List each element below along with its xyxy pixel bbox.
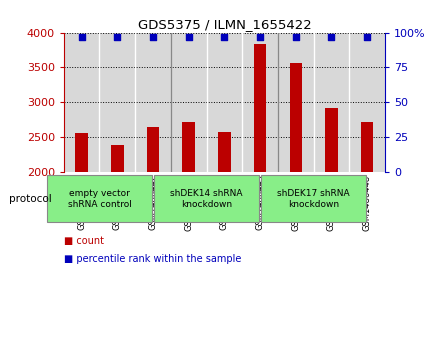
Bar xyxy=(147,127,159,172)
Bar xyxy=(99,33,135,172)
Bar xyxy=(242,33,278,172)
Text: empty vector
shRNA control: empty vector shRNA control xyxy=(68,189,132,208)
Bar xyxy=(325,109,338,172)
Point xyxy=(328,34,335,40)
Bar xyxy=(314,33,349,172)
Bar xyxy=(171,33,206,172)
Bar xyxy=(349,33,385,172)
Point xyxy=(150,34,157,40)
Bar xyxy=(64,33,99,172)
Text: shDEK17 shRNA
knockdown: shDEK17 shRNA knockdown xyxy=(277,189,350,208)
Bar xyxy=(290,63,302,172)
Bar xyxy=(206,33,242,172)
Bar xyxy=(135,33,171,172)
Text: protocol: protocol xyxy=(9,194,51,204)
Text: shDEK14 shRNA
knockdown: shDEK14 shRNA knockdown xyxy=(170,189,243,208)
Bar xyxy=(183,122,195,172)
Title: GDS5375 / ILMN_1655422: GDS5375 / ILMN_1655422 xyxy=(138,19,311,32)
Point xyxy=(221,34,228,40)
Text: ■ count: ■ count xyxy=(64,236,104,246)
Point xyxy=(363,34,370,40)
Point xyxy=(114,34,121,40)
Point xyxy=(257,34,264,40)
Bar xyxy=(218,132,231,172)
Bar xyxy=(254,45,266,172)
Bar xyxy=(75,133,88,172)
Point xyxy=(78,34,85,40)
Point xyxy=(185,34,192,40)
Bar xyxy=(278,33,314,172)
Bar xyxy=(111,144,124,172)
Bar xyxy=(361,122,374,172)
Point xyxy=(292,34,299,40)
Text: ■ percentile rank within the sample: ■ percentile rank within the sample xyxy=(64,254,241,264)
